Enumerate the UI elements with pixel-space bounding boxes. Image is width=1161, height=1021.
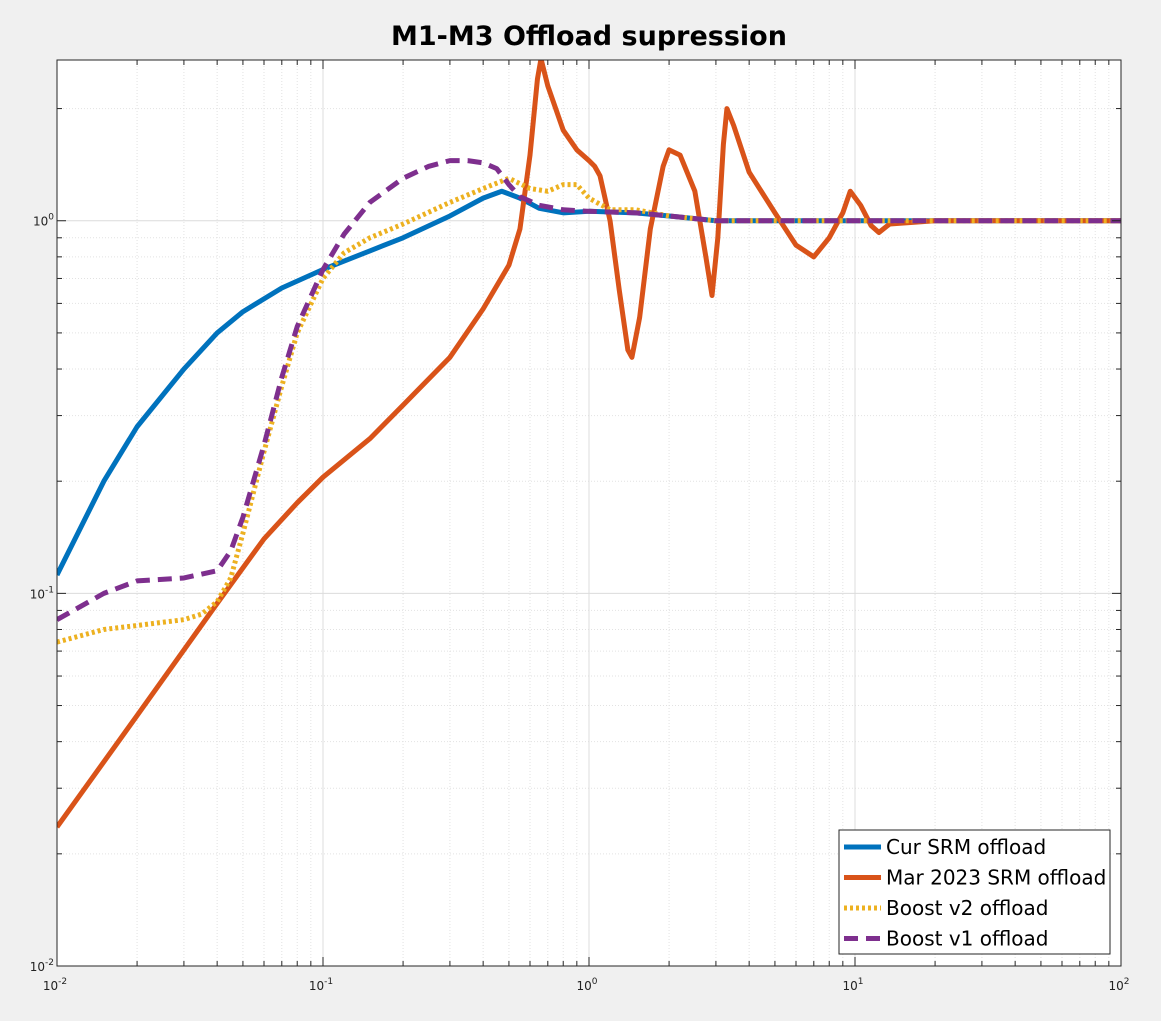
y-tick-exponent: -2: [45, 958, 54, 968]
y-tick-base: 10: [33, 215, 48, 229]
y-tick-base: 10: [30, 587, 45, 601]
legend-label: Cur SRM offload: [886, 835, 1046, 859]
y-tick-label: 10-2: [30, 958, 54, 974]
series-line-2: [57, 60, 1121, 829]
x-tick-base: 10: [43, 979, 58, 993]
legend-item[interactable]: Mar 2023 SRM offload: [844, 866, 1106, 890]
legend[interactable]: Cur SRM offload Mar 2023 SRM offload Boost…: [838, 829, 1111, 955]
legend-item[interactable]: Boost v2 offload: [844, 896, 1049, 920]
x-tick-exponent: 1: [858, 977, 864, 987]
x-tick-label: 10-1: [309, 977, 333, 993]
legend-label: Boost v1 offload: [886, 927, 1049, 951]
legend-box: [838, 829, 1111, 955]
x-tick-label: 10-2: [43, 977, 67, 993]
chart-title: M1-M3 Offload supression: [391, 21, 787, 52]
series-line-3: [57, 175, 1121, 645]
x-tick-label: 100: [576, 977, 597, 993]
series-line-4: [57, 158, 1121, 622]
legend-item[interactable]: Cur SRM offload: [844, 835, 1046, 859]
x-tick-base: 10: [309, 979, 324, 993]
legend-label: Boost v2 offload: [886, 896, 1049, 920]
x-tick-base: 10: [842, 979, 857, 993]
x-tick-label: 102: [1108, 977, 1129, 993]
series-layer: [57, 60, 1121, 829]
plot-frame: [56, 59, 1122, 967]
y-tick-exponent: -1: [45, 585, 54, 595]
y-tick-base: 10: [30, 960, 45, 974]
x-tick-label: 101: [842, 977, 863, 993]
x-tick-exponent: 0: [592, 977, 598, 987]
x-tick-exponent: -1: [324, 977, 333, 987]
x-tick-base: 10: [576, 979, 591, 993]
x-tick-exponent: 2: [1124, 977, 1130, 987]
y-tick-label: 10-1: [30, 585, 54, 601]
x-tick-base: 10: [1108, 979, 1123, 993]
legend-label: Mar 2023 SRM offload: [886, 866, 1106, 890]
x-tick-exponent: -2: [58, 977, 67, 987]
y-tick-label: 100: [33, 213, 54, 229]
legend-item[interactable]: Boost v1 offload: [844, 927, 1049, 951]
y-tick-exponent: 0: [48, 213, 54, 223]
